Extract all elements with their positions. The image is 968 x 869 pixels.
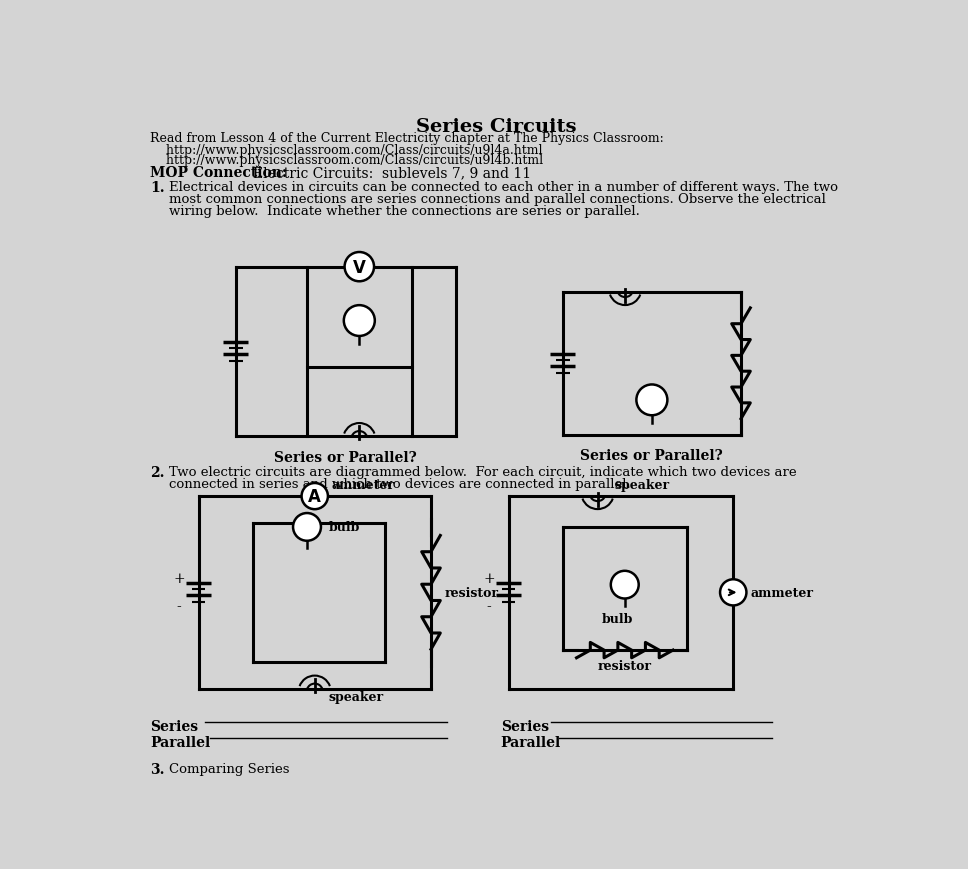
Text: resistor: resistor	[598, 660, 651, 673]
Text: V: V	[353, 258, 366, 276]
Text: -: -	[177, 600, 182, 614]
Text: Parallel: Parallel	[500, 735, 561, 749]
Text: +: +	[483, 572, 495, 586]
Text: 3.: 3.	[150, 762, 165, 776]
Text: most common connections are series connections and parallel connections. Observe: most common connections are series conne…	[169, 193, 826, 206]
Text: -: -	[487, 600, 492, 614]
Text: Two electric circuits are diagrammed below.  For each circuit, indicate which tw: Two electric circuits are diagrammed bel…	[169, 466, 797, 479]
Text: 2.: 2.	[150, 466, 165, 480]
Text: Series: Series	[150, 720, 198, 733]
Circle shape	[344, 306, 375, 336]
Text: resistor: resistor	[445, 587, 499, 599]
Circle shape	[345, 253, 374, 282]
Text: Parallel: Parallel	[150, 735, 211, 749]
Text: 1.: 1.	[150, 182, 166, 196]
Circle shape	[636, 385, 667, 415]
Text: Series or Parallel?: Series or Parallel?	[274, 450, 417, 464]
Text: speaker: speaker	[329, 690, 384, 703]
Text: Series: Series	[500, 720, 549, 733]
Text: ammeter: ammeter	[750, 587, 813, 599]
Text: http://www.physicsclassroom.com/Class/circuits/u9l4b.html: http://www.physicsclassroom.com/Class/ci…	[150, 154, 544, 167]
Text: +: +	[173, 572, 185, 586]
Circle shape	[611, 571, 639, 599]
Text: Read from Lesson 4 of the Current Electricity chapter at The Physics Classroom:: Read from Lesson 4 of the Current Electr…	[150, 132, 664, 145]
Text: Series Circuits: Series Circuits	[416, 118, 576, 136]
Text: speaker: speaker	[615, 479, 670, 492]
Text: connected in series and which two devices are connected in parallel.: connected in series and which two device…	[169, 477, 631, 490]
Text: Electrical devices in circuits can be connected to each other in a number of dif: Electrical devices in circuits can be co…	[169, 182, 838, 194]
Text: A: A	[309, 488, 321, 506]
Text: MOP Connection:: MOP Connection:	[150, 166, 287, 180]
Text: Electric Circuits:  sublevels 7, 9 and 11: Electric Circuits: sublevels 7, 9 and 11	[253, 166, 530, 180]
Circle shape	[293, 514, 321, 541]
Circle shape	[302, 483, 328, 509]
Text: http://www.physicsclassroom.com/Class/circuits/u9l4a.html: http://www.physicsclassroom.com/Class/ci…	[150, 143, 543, 156]
Text: bulb: bulb	[329, 521, 360, 534]
Circle shape	[720, 580, 746, 606]
Text: ammeter: ammeter	[332, 479, 395, 492]
Text: wiring below.  Indicate whether the connections are series or parallel.: wiring below. Indicate whether the conne…	[169, 204, 640, 217]
Text: Series or Parallel?: Series or Parallel?	[581, 449, 723, 463]
Text: Comparing Series: Comparing Series	[169, 762, 289, 775]
Text: bulb: bulb	[601, 612, 633, 625]
